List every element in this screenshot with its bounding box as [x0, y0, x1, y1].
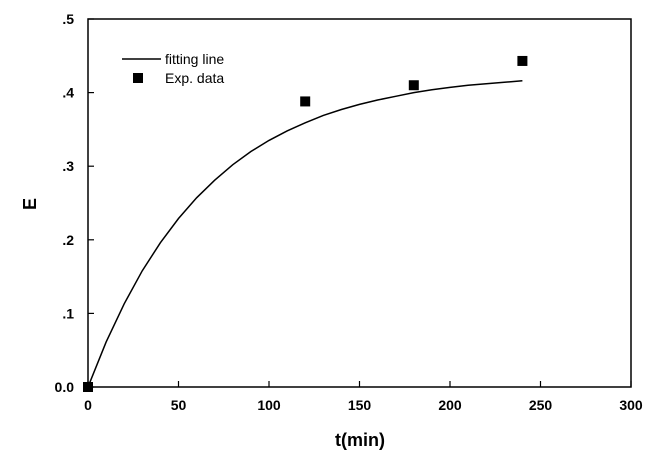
- exp-data-series: [83, 55, 528, 392]
- x-tick-label: 50: [171, 397, 187, 413]
- x-tick-label: 250: [529, 397, 553, 413]
- fitting-line-series: [87, 80, 523, 388]
- x-tick-label: 200: [438, 397, 462, 413]
- exp-data-point: [83, 382, 93, 392]
- y-tick-label: .5: [62, 11, 74, 27]
- legend-label-exp-data: Exp. data: [165, 70, 224, 86]
- y-axis-title: E: [20, 198, 40, 210]
- exp-data-point: [517, 55, 528, 66]
- y-tick-label: .2: [62, 232, 74, 248]
- x-tick-label: 0: [84, 397, 92, 413]
- exp-data-point: [300, 96, 311, 107]
- y-axis-ticks: 0.0 .1 .2 .3 .4 .5: [55, 11, 94, 395]
- exp-data-point: [408, 80, 419, 91]
- legend-label-fitting-line: fitting line: [165, 51, 224, 67]
- x-tick-label: 300: [619, 397, 643, 413]
- y-tick-label: .1: [62, 305, 74, 321]
- y-tick-label: .4: [62, 85, 74, 101]
- y-tick-label: .3: [62, 158, 74, 174]
- x-tick-label: 100: [257, 397, 281, 413]
- y-tick-label: 0.0: [55, 379, 75, 395]
- legend: fitting line Exp. data: [122, 51, 224, 86]
- x-axis-title: t(min): [335, 430, 385, 450]
- x-tick-label: 150: [348, 397, 372, 413]
- legend-square-swatch: [133, 73, 143, 83]
- x-axis-ticks: 0 50 100 150 200 250 300: [84, 381, 643, 413]
